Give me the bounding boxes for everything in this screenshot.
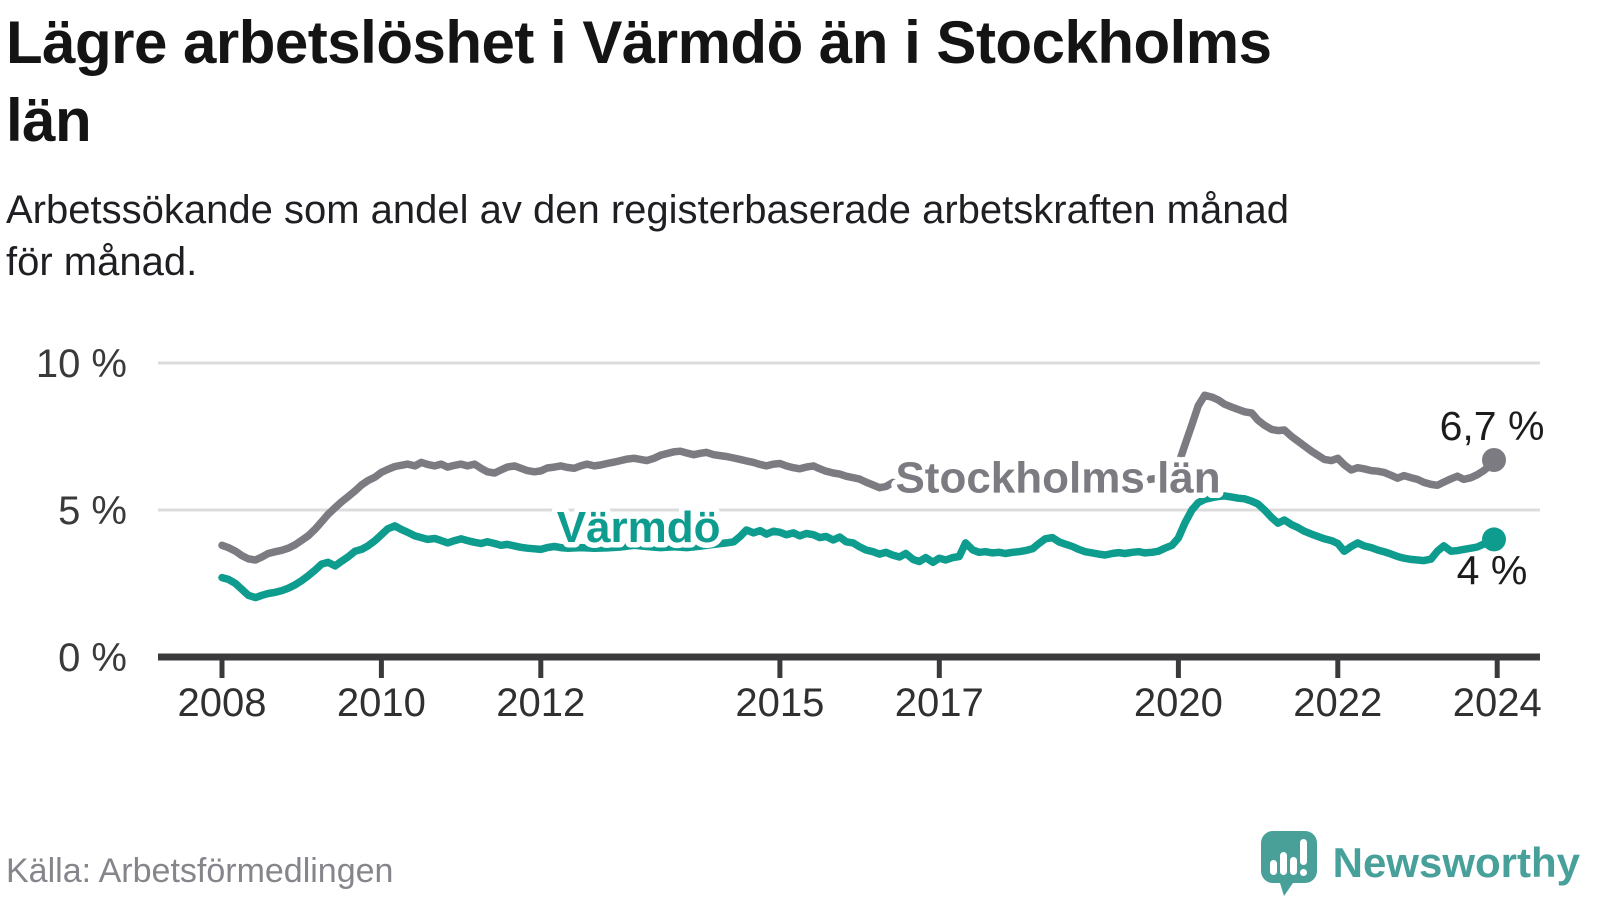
logo-bar-short	[1269, 860, 1277, 875]
series-line-stockholms-lan	[218, 391, 1498, 564]
y-axis-label: 0 %	[58, 636, 127, 680]
newsworthy-logo-text: Newsworthy	[1332, 839, 1580, 886]
page-title-line: län	[6, 87, 92, 154]
x-axis-label: 2022	[1293, 681, 1382, 725]
x-axis-label: 2015	[735, 681, 824, 725]
chart-subtitle: Arbetssökande som andel av den registerb…	[6, 184, 1576, 288]
page-title-line: Lägre arbetslöshet i Värmdö än i Stockho…	[6, 9, 1272, 76]
y-axis-label: 10 %	[36, 342, 127, 386]
series-label-varmdo: Värmdö	[557, 503, 721, 552]
y-axis-label: 5 %	[58, 489, 127, 533]
header: Lägre arbetslöshet i Värmdö än i Stockho…	[6, 4, 1576, 288]
logo-exclamation-dot	[1299, 869, 1307, 876]
source-note: Källa: Arbetsförmedlingen	[6, 852, 394, 890]
series-line-varmdo	[218, 492, 1498, 602]
logo-bar-medium	[1289, 857, 1297, 875]
newsworthy-logo: Newsworthy	[1259, 830, 1580, 896]
x-axis-label: 2024	[1453, 681, 1542, 725]
logo-bar-tall	[1279, 852, 1287, 875]
x-axis-label: 2008	[178, 681, 267, 725]
page-title: Lägre arbetslöshet i Värmdö än i Stockho…	[6, 4, 1576, 160]
x-axis-label: 2012	[496, 681, 585, 725]
x-axis-label: 2017	[895, 681, 984, 725]
newsworthy-logo-icon	[1260, 831, 1317, 896]
chart-subtitle-line: Arbetssökande som andel av den registerb…	[6, 188, 1289, 232]
endpoint-dot-varmdo	[1482, 527, 1506, 552]
series-label-stockholms-lan: Stockholms län	[895, 454, 1220, 503]
endpoint-dot-stockholms-lan	[1482, 448, 1506, 472]
logo-exclamation-bar	[1299, 839, 1307, 865]
end-value-label-stockholms-lan: 6,7 %	[1440, 403, 1545, 449]
end-value-label-varmdo: 4 %	[1457, 547, 1528, 593]
x-axis-label: 2020	[1134, 681, 1223, 725]
chart-subtitle-line: för månad.	[6, 240, 198, 284]
x-axis-label: 2010	[337, 681, 426, 725]
